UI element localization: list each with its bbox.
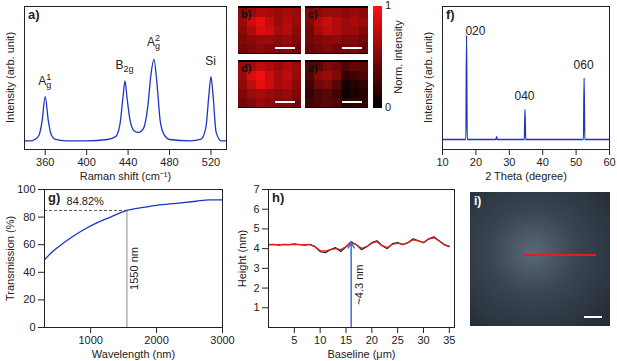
svg-text:20: 20 <box>470 156 482 168</box>
svg-text:a): a) <box>28 7 40 22</box>
svg-text:80: 80 <box>23 211 35 223</box>
svg-text:20: 20 <box>23 293 35 305</box>
svg-text:40: 40 <box>23 266 35 278</box>
html-text:0: 0 <box>385 101 392 113</box>
svg-text:25: 25 <box>392 334 404 346</box>
svg-text:Ag1: Ag1 <box>38 72 51 90</box>
svg-text:020: 020 <box>465 24 485 38</box>
svg-text:84.82%: 84.82% <box>67 195 105 207</box>
svg-text:40: 40 <box>537 156 549 168</box>
svg-text:5: 5 <box>291 334 297 346</box>
svg-text:7: 7 <box>253 183 259 195</box>
svg-text:35: 35 <box>443 334 455 346</box>
html-text:Norm. intensity: Norm. intensity <box>392 20 404 94</box>
svg-text:1000: 1000 <box>78 334 102 346</box>
svg-text:5: 5 <box>253 222 259 234</box>
svg-text:3000: 3000 <box>210 334 234 346</box>
svg-text:Ag2: Ag2 <box>147 33 160 51</box>
svg-text:Wavelength (nm): Wavelength (nm) <box>92 348 175 360</box>
svg-text:Si: Si <box>205 54 216 68</box>
svg-text:1550 nm: 1550 nm <box>128 247 140 290</box>
svg-text:g): g) <box>48 190 60 205</box>
svg-text:Transmission (%): Transmission (%) <box>4 216 16 301</box>
svg-text:d): d) <box>241 62 252 74</box>
html-text:1: 1 <box>385 0 392 11</box>
svg-text:3: 3 <box>253 262 259 274</box>
svg-text:60: 60 <box>23 238 35 250</box>
svg-text:520: 520 <box>202 156 220 168</box>
svg-text:0: 0 <box>29 321 35 333</box>
svg-text:b): b) <box>241 8 252 20</box>
svg-text:50: 50 <box>570 156 582 168</box>
svg-text:c): c) <box>308 8 318 20</box>
svg-text:30: 30 <box>503 156 515 168</box>
svg-text:h): h) <box>272 190 284 205</box>
svg-text:B2g: B2g <box>115 58 133 74</box>
svg-text:1: 1 <box>253 301 259 313</box>
svg-text:Intensity (arb. unit): Intensity (arb. unit) <box>422 32 434 123</box>
svg-text:2: 2 <box>253 282 259 294</box>
svg-text:400: 400 <box>77 156 95 168</box>
svg-text:060: 060 <box>574 58 594 72</box>
svg-text:Height (nm): Height (nm) <box>236 230 248 287</box>
svg-text:15: 15 <box>340 334 352 346</box>
svg-text:100: 100 <box>17 183 35 195</box>
svg-text:e): e) <box>308 62 318 74</box>
svg-text:2000: 2000 <box>144 334 168 346</box>
svg-text:Baseline (μm): Baseline (μm) <box>327 348 395 360</box>
svg-text:30: 30 <box>417 334 429 346</box>
svg-text:Intensity (arb. unit): Intensity (arb. unit) <box>4 32 16 123</box>
svg-text:~4.3 nm: ~4.3 nm <box>353 265 365 305</box>
svg-text:480: 480 <box>160 156 178 168</box>
svg-text:10: 10 <box>314 334 326 346</box>
svg-text:60: 60 <box>603 156 615 168</box>
svg-text:6: 6 <box>253 203 259 215</box>
svg-text:f): f) <box>446 7 455 22</box>
svg-text:10: 10 <box>436 156 448 168</box>
svg-text:2 Theta (degree): 2 Theta (degree) <box>485 170 567 182</box>
svg-text:360: 360 <box>36 156 54 168</box>
svg-text:440: 440 <box>119 156 137 168</box>
svg-text:040: 040 <box>514 89 534 103</box>
svg-text:4: 4 <box>253 242 259 254</box>
svg-text:20: 20 <box>366 334 378 346</box>
svg-text:Raman shift (cm⁻¹): Raman shift (cm⁻¹) <box>80 170 171 182</box>
html-text:i): i) <box>474 194 482 208</box>
